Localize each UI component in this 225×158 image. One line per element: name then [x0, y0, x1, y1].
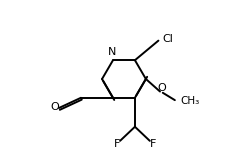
Text: Cl: Cl — [162, 34, 172, 44]
Text: F: F — [149, 139, 155, 149]
Text: CH₃: CH₃ — [180, 96, 199, 106]
Text: N: N — [108, 47, 116, 57]
Text: O: O — [50, 102, 59, 112]
Text: O: O — [156, 83, 165, 93]
Text: F: F — [113, 139, 119, 149]
